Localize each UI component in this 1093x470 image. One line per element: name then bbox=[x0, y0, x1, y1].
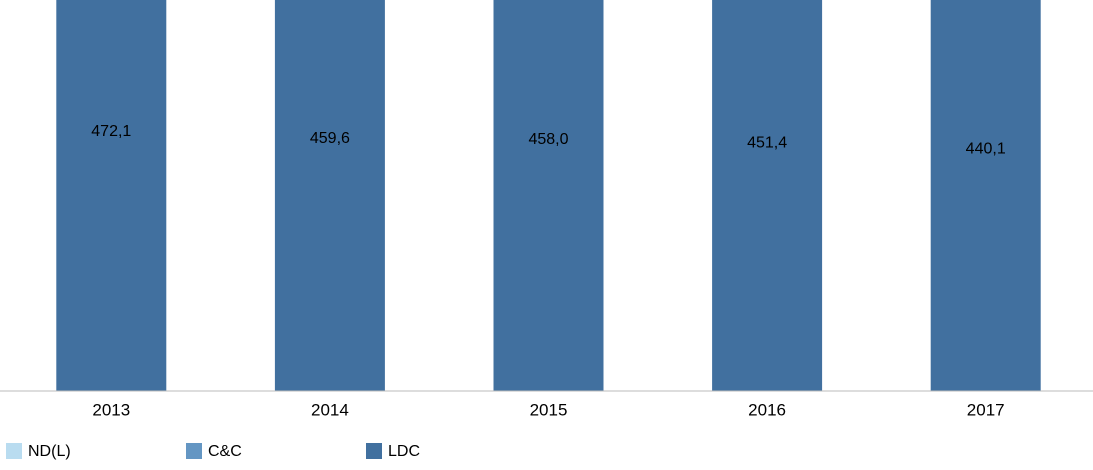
legend-label: ND(L) bbox=[28, 443, 71, 460]
x-tick-label: 2016 bbox=[748, 400, 786, 419]
value-label: 472,1 bbox=[91, 123, 131, 140]
legend-swatch bbox=[6, 443, 22, 459]
x-tick-label: 2017 bbox=[967, 400, 1005, 419]
bar-segment bbox=[930, 0, 1041, 391]
legend-label: LDC bbox=[388, 443, 420, 460]
legend-label: C&C bbox=[208, 443, 242, 460]
bar-segment bbox=[712, 0, 823, 391]
x-tick-label: 2014 bbox=[311, 400, 349, 419]
x-tick-label: 2013 bbox=[92, 400, 130, 419]
value-label: 451,4 bbox=[747, 134, 787, 151]
legend-swatch bbox=[186, 443, 202, 459]
bar-segment bbox=[274, 0, 385, 392]
legend-swatch bbox=[366, 443, 382, 459]
value-label: 440,1 bbox=[966, 141, 1006, 158]
value-label: 458,0 bbox=[528, 131, 568, 148]
x-tick-label: 2015 bbox=[530, 400, 568, 419]
bar-segment bbox=[56, 0, 167, 392]
value-label: 459,6 bbox=[310, 130, 350, 147]
bar-segment bbox=[493, 0, 604, 392]
